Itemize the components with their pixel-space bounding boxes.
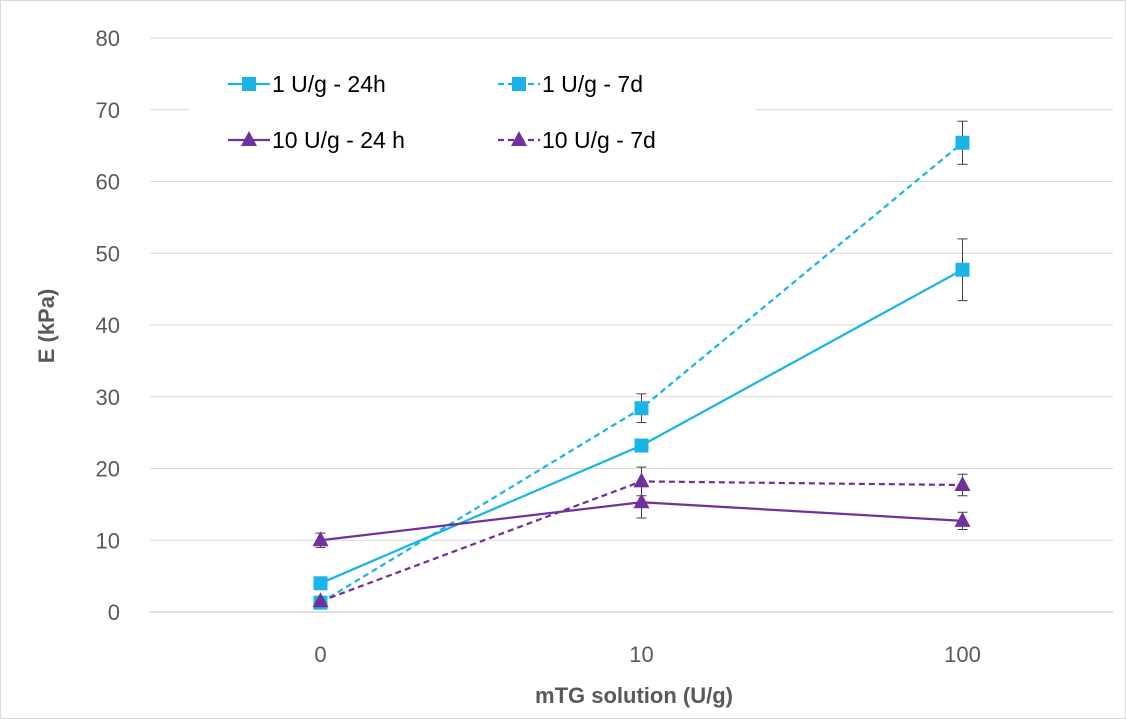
y-axis-title: E (kPa): [34, 289, 59, 364]
y-tick-label: 10: [96, 528, 120, 553]
data-point-marker: [633, 493, 650, 509]
data-point-marker: [312, 531, 329, 547]
x-axis-title: mTG solution (U/g): [535, 683, 733, 708]
legend-box: [190, 52, 755, 169]
legend-label: 1 U/g - 7d: [542, 71, 643, 97]
y-tick-label: 0: [108, 600, 120, 625]
data-point-marker: [634, 438, 649, 453]
legend-entry: 1 U/g - 7d: [498, 71, 643, 97]
data-point-marker: [313, 576, 328, 591]
data-point-marker: [954, 511, 971, 527]
x-tick-label: 100: [944, 642, 981, 667]
y-tick-label: 30: [96, 385, 120, 410]
x-tick-label: 0: [314, 642, 326, 667]
legend-entry: 10 U/g - 7d: [498, 127, 656, 153]
legend-marker: [242, 77, 256, 91]
data-point-marker: [634, 401, 649, 416]
data-point-marker: [955, 262, 970, 277]
legend-marker: [241, 131, 257, 146]
y-tick-label: 50: [96, 241, 120, 266]
legend-marker: [512, 77, 526, 91]
data-point-marker: [955, 135, 970, 150]
y-tick-label: 80: [96, 26, 120, 51]
legend-label: 10 U/g - 24 h: [272, 127, 405, 153]
data-point-marker: [954, 476, 971, 492]
legend-entry: 10 U/g - 24 h: [228, 127, 405, 153]
data-point-marker: [312, 592, 329, 608]
x-tick-label: 10: [629, 642, 653, 667]
legend-entry: 1 U/g - 24h: [228, 71, 386, 97]
y-tick-label: 60: [96, 170, 120, 195]
legend-label: 1 U/g - 24h: [272, 71, 386, 97]
y-tick-label: 20: [96, 457, 120, 482]
data-point-marker: [633, 472, 650, 488]
y-tick-label: 40: [96, 313, 120, 338]
legend-marker: [511, 131, 527, 146]
legend-label: 10 U/g - 7d: [542, 127, 656, 153]
y-tick-label: 70: [96, 98, 120, 123]
